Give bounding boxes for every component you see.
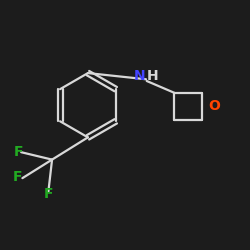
- Text: F: F: [14, 145, 24, 159]
- Text: N: N: [134, 68, 146, 82]
- Text: O: O: [208, 100, 220, 114]
- Text: F: F: [13, 170, 22, 184]
- Text: F: F: [44, 187, 53, 201]
- Text: H: H: [146, 68, 158, 82]
